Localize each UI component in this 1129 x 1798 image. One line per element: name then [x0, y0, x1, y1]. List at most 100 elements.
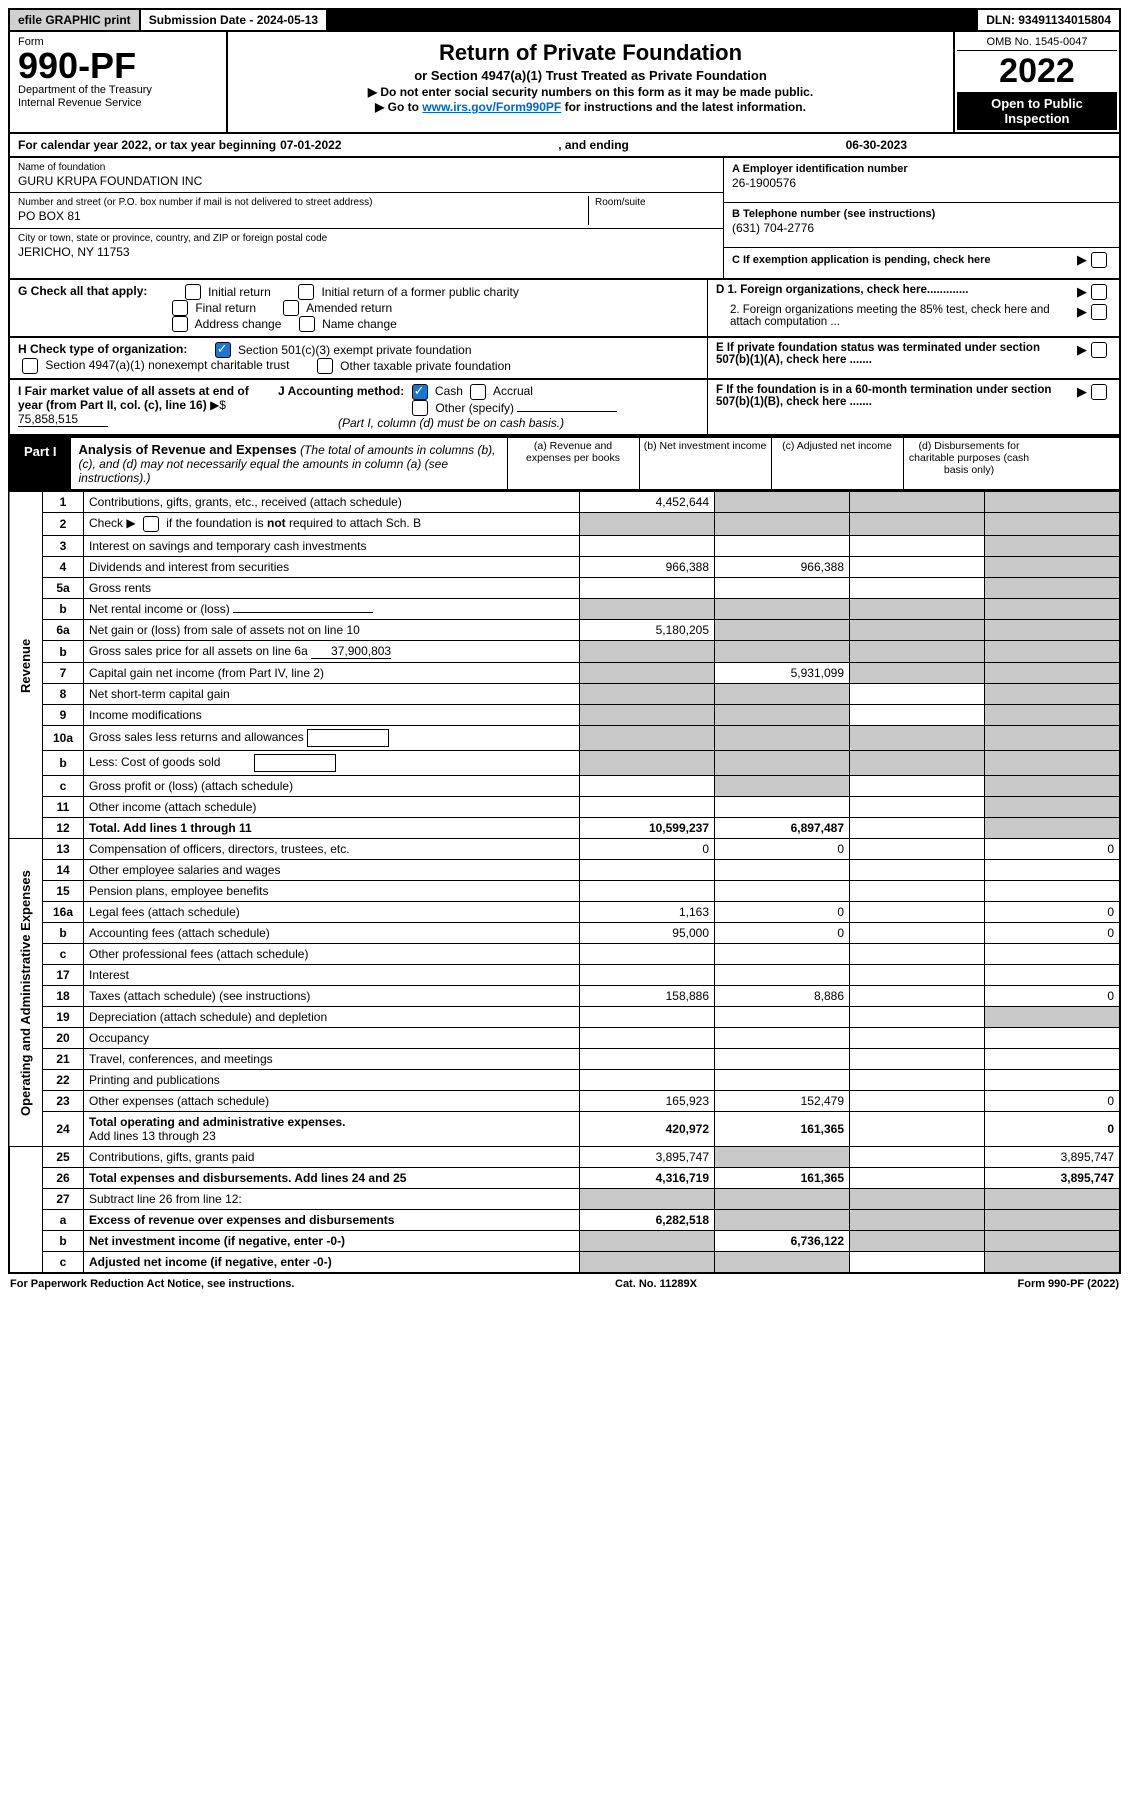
form-number: 990-PF	[18, 48, 218, 84]
room-label: Room/suite	[595, 196, 715, 209]
other-taxable-checkbox[interactable]	[317, 358, 333, 374]
d1-label: D 1. Foreign organizations, check here..…	[716, 284, 1077, 300]
section-h-e: H Check type of organization: Section 50…	[8, 338, 1121, 380]
table-row: 14Other employee salaries and wages	[9, 860, 1120, 881]
f-label: F If the foundation is in a 60-month ter…	[716, 384, 1077, 430]
tax-year: 2022	[957, 51, 1117, 92]
table-row: 3Interest on savings and temporary cash …	[9, 536, 1120, 557]
h-label: H Check type of organization:	[18, 343, 187, 357]
d2-checkbox[interactable]	[1091, 304, 1107, 320]
table-row: 17Interest	[9, 965, 1120, 986]
table-row: cGross profit or (loss) (attach schedule…	[9, 776, 1120, 797]
table-row: 15Pension plans, employee benefits	[9, 881, 1120, 902]
table-row: 24Total operating and administrative exp…	[9, 1112, 1120, 1147]
table-row: 12Total. Add lines 1 through 1110,599,23…	[9, 818, 1120, 839]
instruction-1: ▶ Do not enter social security numbers o…	[240, 85, 941, 99]
accrual-checkbox[interactable]	[470, 384, 486, 400]
city-state-zip: JERICHO, NY 11753	[18, 245, 715, 261]
section-i-j-f: I Fair market value of all assets at end…	[8, 380, 1121, 436]
expenses-sidelabel: Operating and Administrative Expenses	[9, 839, 43, 1147]
d2-label: 2. Foreign organizations meeting the 85%…	[716, 304, 1077, 328]
inspection-badge: Open to Public Inspection	[957, 92, 1117, 130]
address-label: Number and street (or P.O. box number if…	[18, 196, 588, 209]
table-row: 16aLegal fees (attach schedule)1,16300	[9, 902, 1120, 923]
table-row: bLess: Cost of goods sold	[9, 751, 1120, 776]
amended-return-checkbox[interactable]	[283, 300, 299, 316]
table-row: 7Capital gain net income (from Part IV, …	[9, 663, 1120, 684]
4947-checkbox[interactable]	[22, 358, 38, 374]
col-b-header: (b) Net investment income	[639, 438, 771, 489]
sch-b-checkbox[interactable]	[143, 516, 159, 532]
table-row: 9Income modifications	[9, 705, 1120, 726]
dept-irs: Internal Revenue Service	[18, 97, 218, 110]
table-row: cOther professional fees (attach schedul…	[9, 944, 1120, 965]
form-ref: Form 990-PF (2022)	[1018, 1278, 1119, 1290]
table-row: 22Printing and publications	[9, 1070, 1120, 1091]
table-row: bNet investment income (if negative, ent…	[9, 1231, 1120, 1252]
submission-date: Submission Date - 2024-05-13	[141, 10, 326, 30]
foundation-info: Name of foundation GURU KRUPA FOUNDATION…	[8, 158, 1121, 281]
spacer	[328, 10, 976, 30]
section-g-d: G Check all that apply: Initial return I…	[8, 280, 1121, 338]
instructions-link[interactable]: www.irs.gov/Form990PF	[422, 100, 561, 114]
header-right: OMB No. 1545-0047 2022 Open to Public In…	[953, 32, 1119, 132]
initial-return-checkbox[interactable]	[185, 284, 201, 300]
header-left: Form 990-PF Department of the Treasury I…	[10, 32, 228, 132]
phone-value: (631) 704-2776	[732, 221, 1111, 237]
col-c-header: (c) Adjusted net income	[771, 438, 903, 489]
form-subtitle: or Section 4947(a)(1) Trust Treated as P…	[240, 68, 941, 83]
table-row: bAccounting fees (attach schedule)95,000…	[9, 923, 1120, 944]
calendar-year-row: For calendar year 2022, or tax year begi…	[8, 134, 1121, 158]
ein-value: 26-1900576	[732, 176, 1111, 192]
table-row: 25Contributions, gifts, grants paid3,895…	[9, 1147, 1120, 1168]
part1-badge: Part I	[10, 438, 71, 489]
col-a-header: (a) Revenue and expenses per books	[507, 438, 639, 489]
dept-treasury: Department of the Treasury	[18, 84, 218, 97]
paperwork-notice: For Paperwork Reduction Act Notice, see …	[10, 1278, 294, 1290]
final-return-checkbox[interactable]	[172, 300, 188, 316]
part1-title: Analysis of Revenue and Expenses (The to…	[71, 438, 507, 489]
form-header: Form 990-PF Department of the Treasury I…	[8, 32, 1121, 134]
table-row: aExcess of revenue over expenses and dis…	[9, 1210, 1120, 1231]
d1-checkbox[interactable]	[1091, 284, 1107, 300]
page-footer: For Paperwork Reduction Act Notice, see …	[8, 1274, 1121, 1294]
initial-former-checkbox[interactable]	[298, 284, 314, 300]
ein-label: A Employer identification number	[732, 162, 1111, 176]
instruction-2: ▶ Go to www.irs.gov/Form990PF for instru…	[240, 100, 941, 114]
exemption-checkbox[interactable]	[1091, 252, 1107, 268]
end-date: 06-30-2023	[846, 138, 907, 152]
e-checkbox[interactable]	[1091, 342, 1107, 358]
e-label: E If private foundation status was termi…	[716, 342, 1077, 374]
phone-label: B Telephone number (see instructions)	[732, 207, 1111, 221]
501c3-checkbox[interactable]	[215, 342, 231, 358]
table-row: 21Travel, conferences, and meetings	[9, 1049, 1120, 1070]
header-center: Return of Private Foundation or Section …	[228, 32, 953, 132]
table-row: 23Other expenses (attach schedule)165,92…	[9, 1091, 1120, 1112]
revenue-sidelabel: Revenue	[9, 492, 43, 839]
g-label: G Check all that apply:	[18, 285, 147, 299]
name-change-checkbox[interactable]	[299, 316, 315, 332]
table-row: 11Other income (attach schedule)	[9, 797, 1120, 818]
cash-checkbox[interactable]	[412, 384, 428, 400]
other-method-checkbox[interactable]	[412, 400, 428, 416]
catalog-number: Cat. No. 11289X	[615, 1278, 697, 1290]
i-label: I Fair market value of all assets at end…	[18, 384, 249, 412]
form-title: Return of Private Foundation	[240, 40, 941, 66]
address-change-checkbox[interactable]	[172, 316, 188, 332]
table-row: Revenue 1Contributions, gifts, grants, e…	[9, 492, 1120, 513]
efile-label: efile GRAPHIC print	[10, 10, 139, 30]
table-row: 8Net short-term capital gain	[9, 684, 1120, 705]
begin-date: 07-01-2022	[280, 138, 341, 152]
table-row: 19Depreciation (attach schedule) and dep…	[9, 1007, 1120, 1028]
table-row: bNet rental income or (loss)	[9, 599, 1120, 620]
table-row: 20Occupancy	[9, 1028, 1120, 1049]
f-checkbox[interactable]	[1091, 384, 1107, 400]
top-bar: efile GRAPHIC print Submission Date - 20…	[8, 8, 1121, 32]
table-row: Operating and Administrative Expenses 13…	[9, 839, 1120, 860]
arrow-icon: ▶	[1077, 252, 1087, 269]
j-label: J Accounting method:	[278, 385, 404, 399]
table-row: 6aNet gain or (loss) from sale of assets…	[9, 620, 1120, 641]
city-label: City or town, state or province, country…	[18, 232, 715, 245]
col-d-header: (d) Disbursements for charitable purpose…	[903, 438, 1035, 489]
table-row: 10aGross sales less returns and allowanc…	[9, 726, 1120, 751]
